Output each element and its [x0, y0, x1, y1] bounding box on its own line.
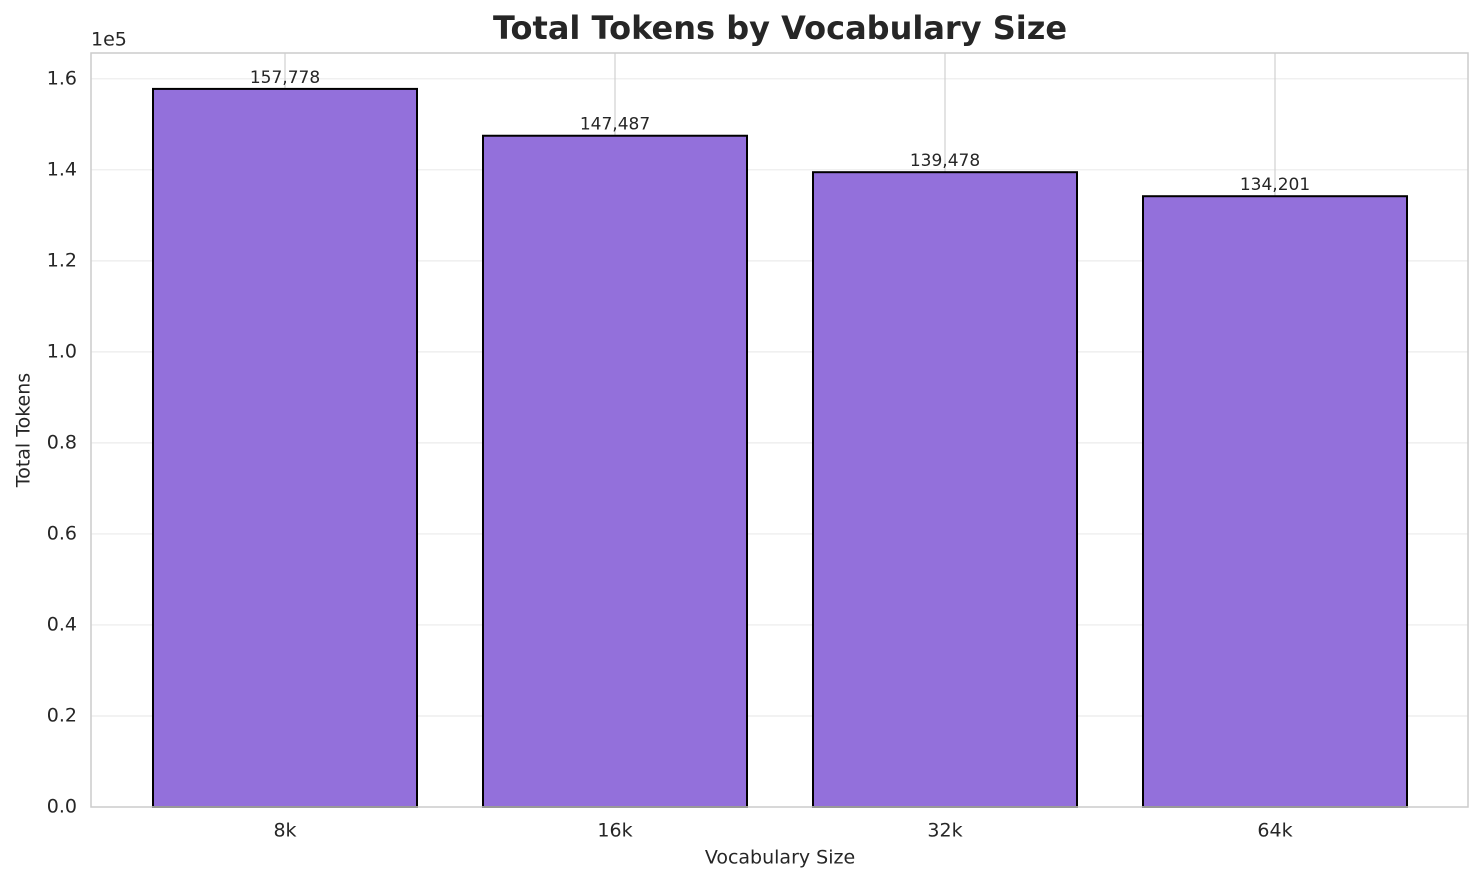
bar — [482, 134, 748, 808]
value-label: 134,201 — [1240, 175, 1310, 195]
x-tick-label: 8k — [273, 820, 296, 842]
x-tick-label: 64k — [1257, 820, 1292, 842]
bars — [152, 87, 1408, 808]
y-axis-label: Total Tokens — [13, 373, 35, 488]
y-tick-label: 1.0 — [47, 340, 77, 362]
bar — [1142, 195, 1408, 808]
y-tick-label: 1.6 — [47, 67, 77, 89]
bar — [812, 171, 1078, 808]
x-tick-label: 32k — [927, 820, 962, 842]
value-label: 139,478 — [910, 151, 980, 171]
chart-title: Total Tokens by Vocabulary Size — [493, 9, 1067, 47]
y-tick-label: 0.2 — [47, 704, 77, 726]
y-tick-label: 1.4 — [47, 158, 77, 180]
x-axis-label: Vocabulary Size — [705, 847, 855, 869]
y-tick-label: 1.2 — [47, 249, 77, 271]
y-tick-label: 0.8 — [47, 431, 77, 453]
value-label: 157,778 — [250, 68, 320, 88]
bar — [152, 87, 418, 808]
plot-frame — [90, 52, 1469, 808]
y-tick-label: 0.4 — [47, 613, 77, 635]
y-offset-label: 1e5 — [91, 29, 127, 51]
y-tick-label: 0.0 — [47, 796, 77, 818]
x-tick-label: 16k — [597, 820, 632, 842]
value-label: 147,487 — [580, 115, 650, 135]
y-tick-label: 0.6 — [47, 522, 77, 544]
